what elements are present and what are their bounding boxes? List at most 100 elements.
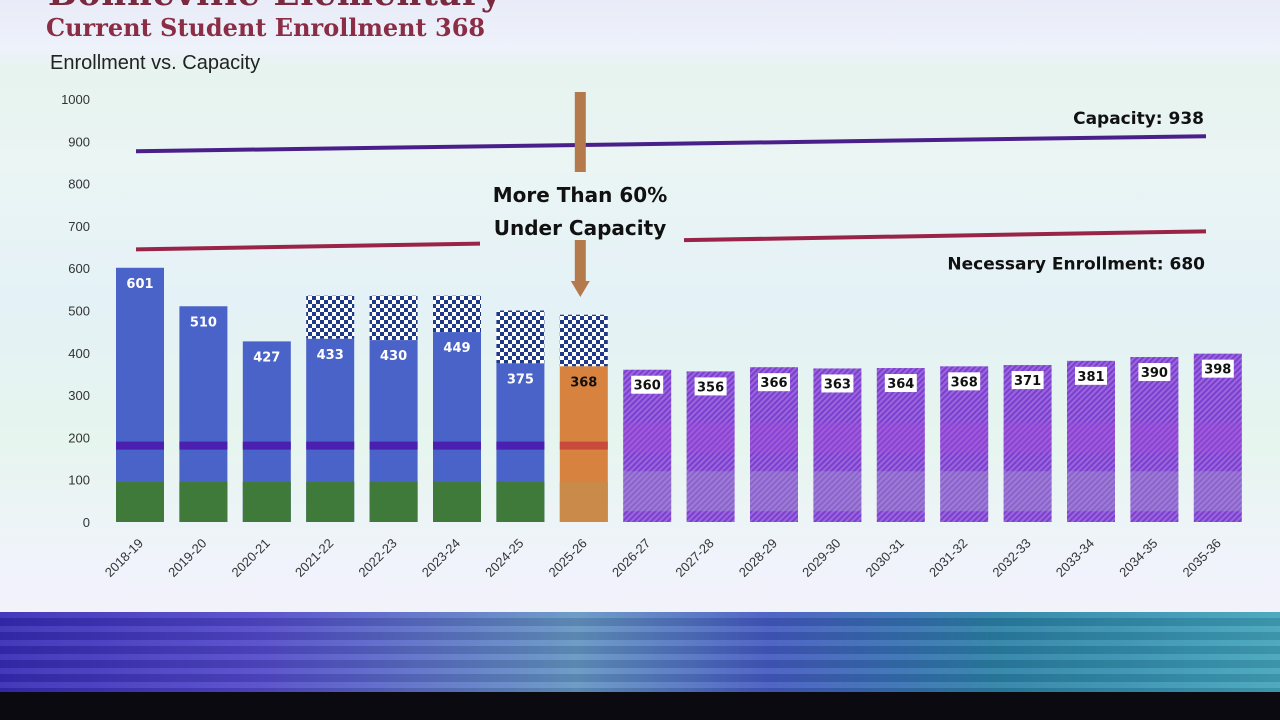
x-tick-label: 2025-26 bbox=[546, 536, 590, 580]
bar-band bbox=[813, 422, 862, 453]
bar-2022-23: 430 bbox=[369, 295, 418, 522]
bar bbox=[1003, 365, 1052, 522]
bar-band bbox=[686, 422, 735, 453]
value-label: 601 bbox=[126, 277, 153, 292]
bar-2021-22: 433 bbox=[306, 295, 355, 522]
bar-band bbox=[750, 422, 798, 453]
necessary-enrollment-line bbox=[135, 241, 481, 252]
bar-projection-cap bbox=[433, 295, 481, 333]
bar-2030-31: 364 bbox=[876, 368, 925, 522]
value-label-box bbox=[884, 374, 917, 393]
bar-2023-24: 449 bbox=[433, 295, 481, 522]
y-tick-label: 600 bbox=[68, 261, 90, 276]
x-tick-label: 2022-23 bbox=[355, 536, 399, 580]
value-label: 360 bbox=[634, 379, 661, 394]
capacity-label: Capacity: 938 bbox=[1073, 109, 1204, 129]
annotation-arrow-head bbox=[570, 281, 590, 297]
bar-base-band bbox=[242, 481, 291, 522]
bar-2019-20: 510 bbox=[179, 306, 228, 522]
annotation-text: More Than 60% bbox=[493, 183, 667, 207]
bar-band bbox=[1193, 471, 1242, 512]
bar-band bbox=[623, 422, 672, 453]
bar-base-band bbox=[496, 481, 545, 522]
bar-2028-29: 366 bbox=[750, 367, 798, 522]
bar-mid-line bbox=[433, 441, 481, 450]
x-tick-label: 2026-27 bbox=[609, 536, 653, 580]
bar-mid-line bbox=[559, 441, 608, 450]
y-tick-label: 200 bbox=[68, 430, 90, 445]
bar-band bbox=[813, 471, 862, 512]
enrollment-chart: 0 100 200 300 400 500 600 700 800 900 1000 Capacit… bbox=[61, 92, 1242, 580]
value-label: 375 bbox=[507, 372, 534, 387]
bar-mid-line bbox=[369, 441, 418, 450]
x-tick-label: 2029-30 bbox=[799, 536, 843, 580]
annotation-bar-top bbox=[574, 92, 586, 172]
bar-band bbox=[686, 471, 735, 512]
bar-band bbox=[940, 422, 989, 453]
value-label-box bbox=[1075, 366, 1107, 385]
bar-projection-cap bbox=[306, 295, 355, 339]
x-tick-label: 2021-22 bbox=[292, 536, 336, 580]
bar-band bbox=[876, 471, 925, 512]
bar bbox=[940, 366, 989, 522]
annotation-text: Under Capacity bbox=[494, 216, 666, 240]
value-label: 368 bbox=[570, 375, 597, 390]
bar-mid-line bbox=[496, 441, 545, 450]
bar bbox=[1193, 353, 1242, 522]
bar-2033-34: 381 bbox=[1067, 360, 1115, 522]
value-label: 368 bbox=[951, 375, 978, 390]
x-tick-label: 2023-24 bbox=[419, 536, 463, 580]
y-tick-label: 1000 bbox=[61, 92, 90, 107]
bar-band bbox=[1003, 471, 1052, 512]
value-label: 356 bbox=[697, 380, 724, 395]
y-tick-label: 400 bbox=[68, 346, 90, 361]
x-tick-label: 2024-25 bbox=[482, 536, 526, 580]
bar-2031-32: 368 bbox=[940, 366, 989, 522]
bar bbox=[1067, 360, 1115, 522]
bar-base-band bbox=[559, 481, 608, 522]
y-tick-label: 500 bbox=[68, 304, 90, 319]
x-tick-label: 2034-35 bbox=[1116, 536, 1160, 580]
x-tick-label: 2031-32 bbox=[926, 536, 970, 580]
bar-2018-19: 601 bbox=[116, 267, 164, 522]
annotation-arrow-shaft bbox=[574, 240, 586, 282]
x-tick-label: 2030-31 bbox=[863, 536, 907, 580]
bar bbox=[686, 371, 735, 522]
y-axis: 0 100 200 300 400 500 600 700 800 900 1000 bbox=[61, 92, 90, 530]
value-label: 381 bbox=[1077, 370, 1104, 385]
value-label-box bbox=[1201, 359, 1234, 378]
value-label: 449 bbox=[443, 341, 470, 356]
capacity-annotation: More Than 60% Under Capacity bbox=[493, 92, 667, 297]
bar-series: 601 510 427 433 430 449 375 368 360 356 366 363 364 3… bbox=[116, 267, 1242, 522]
bar-2032-33: 371 bbox=[1003, 365, 1052, 522]
y-tick-label: 900 bbox=[68, 134, 90, 149]
value-label-box bbox=[694, 377, 727, 396]
projector-color-band bbox=[0, 612, 1280, 692]
bar bbox=[813, 368, 862, 522]
y-tick-label: 0 bbox=[83, 515, 90, 530]
y-tick-label: 100 bbox=[68, 473, 90, 488]
x-tick-label: 2018-19 bbox=[102, 536, 146, 580]
bar-2020-21: 427 bbox=[242, 341, 291, 522]
slide-heading: Bonneville Elementary bbox=[48, 0, 502, 14]
bar-projection-cap bbox=[496, 310, 545, 364]
value-label: 398 bbox=[1204, 363, 1231, 378]
value-label: 371 bbox=[1014, 374, 1041, 389]
bar-mid-line bbox=[116, 441, 164, 450]
bar bbox=[1130, 357, 1179, 522]
bar-band bbox=[623, 471, 672, 512]
room-floor bbox=[0, 692, 1280, 720]
bar-base-band bbox=[433, 481, 481, 522]
value-label: 366 bbox=[760, 376, 787, 391]
bar bbox=[750, 367, 798, 522]
bar-base-band bbox=[306, 481, 355, 522]
bar-band bbox=[1003, 422, 1052, 453]
bar-mid-line bbox=[179, 441, 228, 450]
bar-band bbox=[940, 471, 989, 512]
value-label-box bbox=[948, 372, 981, 391]
x-tick-label: 2035-36 bbox=[1180, 536, 1224, 580]
bar-2026-27: 360 bbox=[623, 369, 672, 522]
y-tick-label: 800 bbox=[68, 177, 90, 192]
bar-base-band bbox=[116, 481, 164, 522]
bar-2024-25: 375 bbox=[496, 310, 545, 522]
